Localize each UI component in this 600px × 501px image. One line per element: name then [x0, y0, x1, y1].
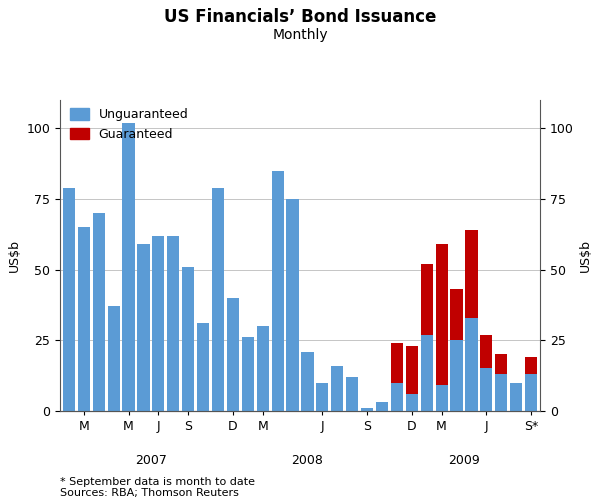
Legend: Unguaranteed, Guaranteed: Unguaranteed, Guaranteed — [65, 103, 193, 146]
Bar — [391, 383, 403, 411]
Bar — [451, 340, 463, 411]
Bar — [227, 298, 239, 411]
Bar — [495, 374, 508, 411]
Text: * September data is month to date
Sources: RBA; Thomson Reuters: * September data is month to date Source… — [60, 477, 255, 498]
Bar — [316, 383, 328, 411]
Bar — [480, 335, 493, 368]
Text: 2009: 2009 — [448, 454, 480, 467]
Y-axis label: US$b: US$b — [8, 239, 21, 272]
Text: US Financials’ Bond Issuance: US Financials’ Bond Issuance — [164, 8, 436, 26]
Bar — [391, 343, 403, 383]
Bar — [406, 346, 418, 394]
Y-axis label: US$b: US$b — [579, 239, 592, 272]
Bar — [272, 171, 284, 411]
Bar — [466, 230, 478, 318]
Bar — [421, 264, 433, 335]
Bar — [137, 244, 149, 411]
Bar — [167, 236, 179, 411]
Text: Monthly: Monthly — [272, 28, 328, 42]
Bar — [406, 394, 418, 411]
Bar — [301, 352, 314, 411]
Bar — [286, 199, 299, 411]
Bar — [212, 188, 224, 411]
Bar — [257, 326, 269, 411]
Bar — [107, 306, 120, 411]
Bar — [480, 368, 493, 411]
Bar — [242, 337, 254, 411]
Bar — [331, 366, 343, 411]
Bar — [525, 357, 537, 374]
Bar — [346, 377, 358, 411]
Bar — [495, 354, 508, 374]
Bar — [182, 267, 194, 411]
Bar — [361, 408, 373, 411]
Bar — [436, 385, 448, 411]
Bar — [451, 290, 463, 340]
Text: 2007: 2007 — [135, 454, 167, 467]
Text: 2008: 2008 — [292, 454, 323, 467]
Bar — [436, 244, 448, 385]
Bar — [63, 188, 75, 411]
Bar — [197, 323, 209, 411]
Bar — [122, 123, 134, 411]
Bar — [376, 402, 388, 411]
Bar — [510, 383, 522, 411]
Bar — [466, 318, 478, 411]
Bar — [421, 335, 433, 411]
Bar — [525, 374, 537, 411]
Bar — [78, 227, 90, 411]
Bar — [92, 213, 105, 411]
Bar — [152, 236, 164, 411]
